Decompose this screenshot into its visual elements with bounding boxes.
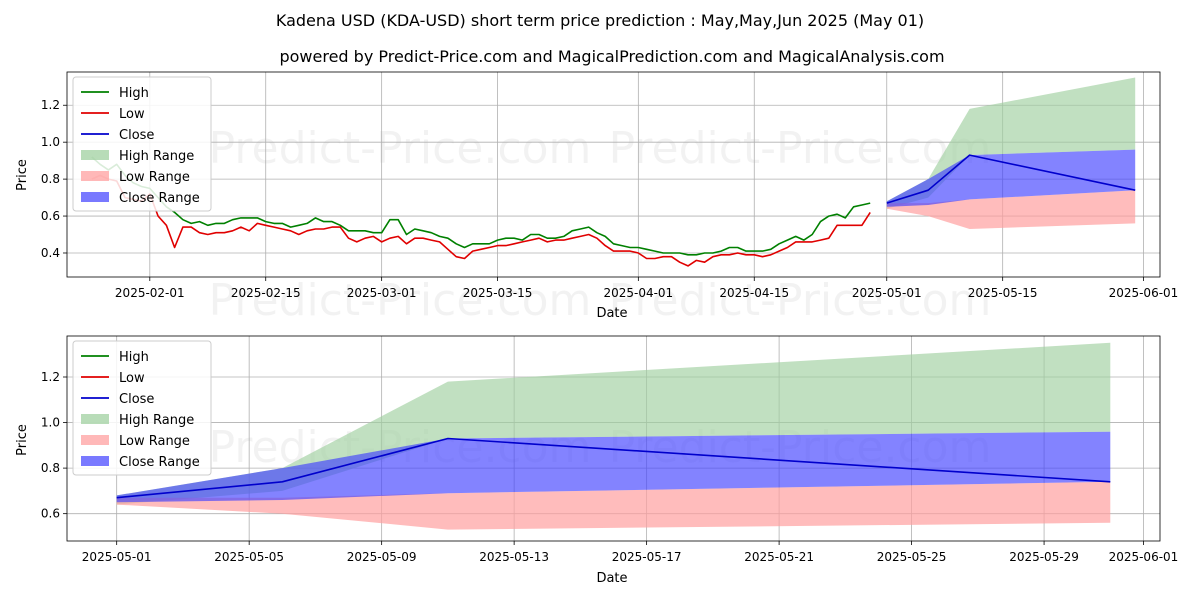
history-legend-label-2: Close — [119, 128, 154, 143]
forecast-xtick-label-0: 2025-05-01 — [82, 550, 152, 564]
history-xlabel: Date — [596, 306, 627, 321]
forecast-xtick-label-2: 2025-05-09 — [347, 550, 417, 564]
forecast-ranges — [116, 342, 1111, 530]
watermark-lower-right: Predict-Price.com — [609, 275, 992, 326]
history-legend-label-1: Low — [119, 107, 145, 122]
forecast-legend-swatch-3 — [81, 414, 109, 424]
history-axis-ticks: 2025-02-01 2025-02-15 2025-03-01 2025-03-15… — [41, 98, 1178, 300]
history-lines — [91, 154, 1136, 267]
history-ytick-label-1: 0.6 — [41, 209, 60, 223]
forecast-low-range-band — [116, 481, 1111, 530]
history-close-range-band — [886, 149, 1136, 207]
forecast-legend-label-5: Close Range — [119, 455, 200, 470]
forecast-legend: High Low Close High Range Low Range Close Ran… — [72, 340, 212, 476]
forecast-legend-label-3: High Range — [119, 413, 194, 428]
history-xtick-label-7: 2025-05-15 — [968, 286, 1038, 300]
forecast-lines — [116, 437, 1111, 499]
forecast-xtick-label-8: 2025-06-01 — [1109, 550, 1179, 564]
history-legend-label-4: Low Range — [119, 170, 190, 185]
forecast-legend-label-4: Low Range — [119, 434, 190, 449]
forecast-axis-ticks: 2025-05-01 2025-05-05 2025-05-09 2025-05-13… — [41, 370, 1178, 564]
history-legend-label-0: High — [119, 86, 149, 101]
forecast-ytick-label-1: 0.8 — [41, 461, 60, 475]
history-close-line — [886, 154, 1136, 204]
forecast-xtick-label-6: 2025-05-25 — [877, 550, 947, 564]
history-xtick-label-4: 2025-04-01 — [603, 286, 673, 300]
history-xtick-label-3: 2025-03-15 — [463, 286, 533, 300]
forecast-legend-label-1: Low — [119, 371, 145, 386]
history-legend-swatch-4 — [81, 171, 109, 181]
history-panel: Predict-Price.com Predict-Price.com Pred… — [15, 71, 1178, 326]
forecast-legend-swatch-4 — [81, 435, 109, 445]
forecast-plot-frame — [66, 335, 1161, 542]
forecast-ytick-label-2: 1.0 — [41, 416, 60, 430]
history-low-line — [91, 174, 871, 267]
history-xtick-label-8: 2025-06-01 — [1109, 286, 1179, 300]
history-ylabel: Price — [15, 159, 30, 191]
forecast-ytick-label-0: 0.6 — [41, 507, 60, 521]
history-ytick-label-3: 1.0 — [41, 135, 60, 149]
history-xtick-label-6: 2025-05-01 — [852, 286, 922, 300]
chart-title: Kadena USD (KDA-USD) short term price pr… — [276, 11, 924, 30]
history-low-range-band — [886, 190, 1136, 229]
forecast-xtick-label-4: 2025-05-17 — [612, 550, 682, 564]
chart-subtitle: powered by Predict-Price.com and Magical… — [279, 47, 944, 66]
forecast-xtick-label-3: 2025-05-13 — [479, 550, 549, 564]
forecast-xlabel: Date — [596, 571, 627, 586]
history-xtick-label-1: 2025-02-15 — [231, 286, 301, 300]
watermark-left: Predict-Price.com — [209, 123, 592, 174]
history-legend: High Low Close High Range Low Range Close Ran… — [72, 76, 212, 212]
history-legend-swatch-5 — [81, 192, 109, 202]
forecast-xtick-label-5: 2025-05-21 — [744, 550, 814, 564]
forecast-legend-label-2: Close — [119, 392, 154, 407]
forecast-xtick-label-1: 2025-05-05 — [214, 550, 284, 564]
watermark-lower-left: Predict-Price.com — [209, 275, 592, 326]
watermark-right: Predict-Price.com — [609, 123, 992, 174]
history-xtick-label-0: 2025-02-01 — [115, 286, 185, 300]
forecast-legend-label-0: High — [119, 350, 149, 365]
history-ytick-label-2: 0.8 — [41, 172, 60, 186]
history-ytick-label-4: 1.2 — [41, 98, 60, 112]
history-forecast-ranges — [886, 77, 1136, 229]
forecast-legend-swatch-5 — [81, 456, 109, 466]
forecast-close-range-band — [116, 431, 1111, 503]
forecast-ylabel: Price — [15, 424, 30, 456]
forecast-xtick-label-7: 2025-05-29 — [1009, 550, 1079, 564]
history-ytick-label-0: 0.4 — [41, 246, 60, 260]
forecast-panel: Predict-Price.com Predict-Price.com 2025… — [15, 335, 1178, 586]
forecast-close-line — [116, 437, 1111, 499]
history-legend-label-3: High Range — [119, 149, 194, 164]
forecast-ytick-label-3: 1.2 — [41, 370, 60, 384]
history-xtick-label-5: 2025-04-15 — [719, 286, 789, 300]
history-xtick-label-2: 2025-03-01 — [347, 286, 417, 300]
history-plot-frame — [66, 71, 1161, 278]
history-legend-label-5: Close Range — [119, 191, 200, 206]
history-high-line — [91, 156, 871, 256]
history-legend-swatch-3 — [81, 150, 109, 160]
